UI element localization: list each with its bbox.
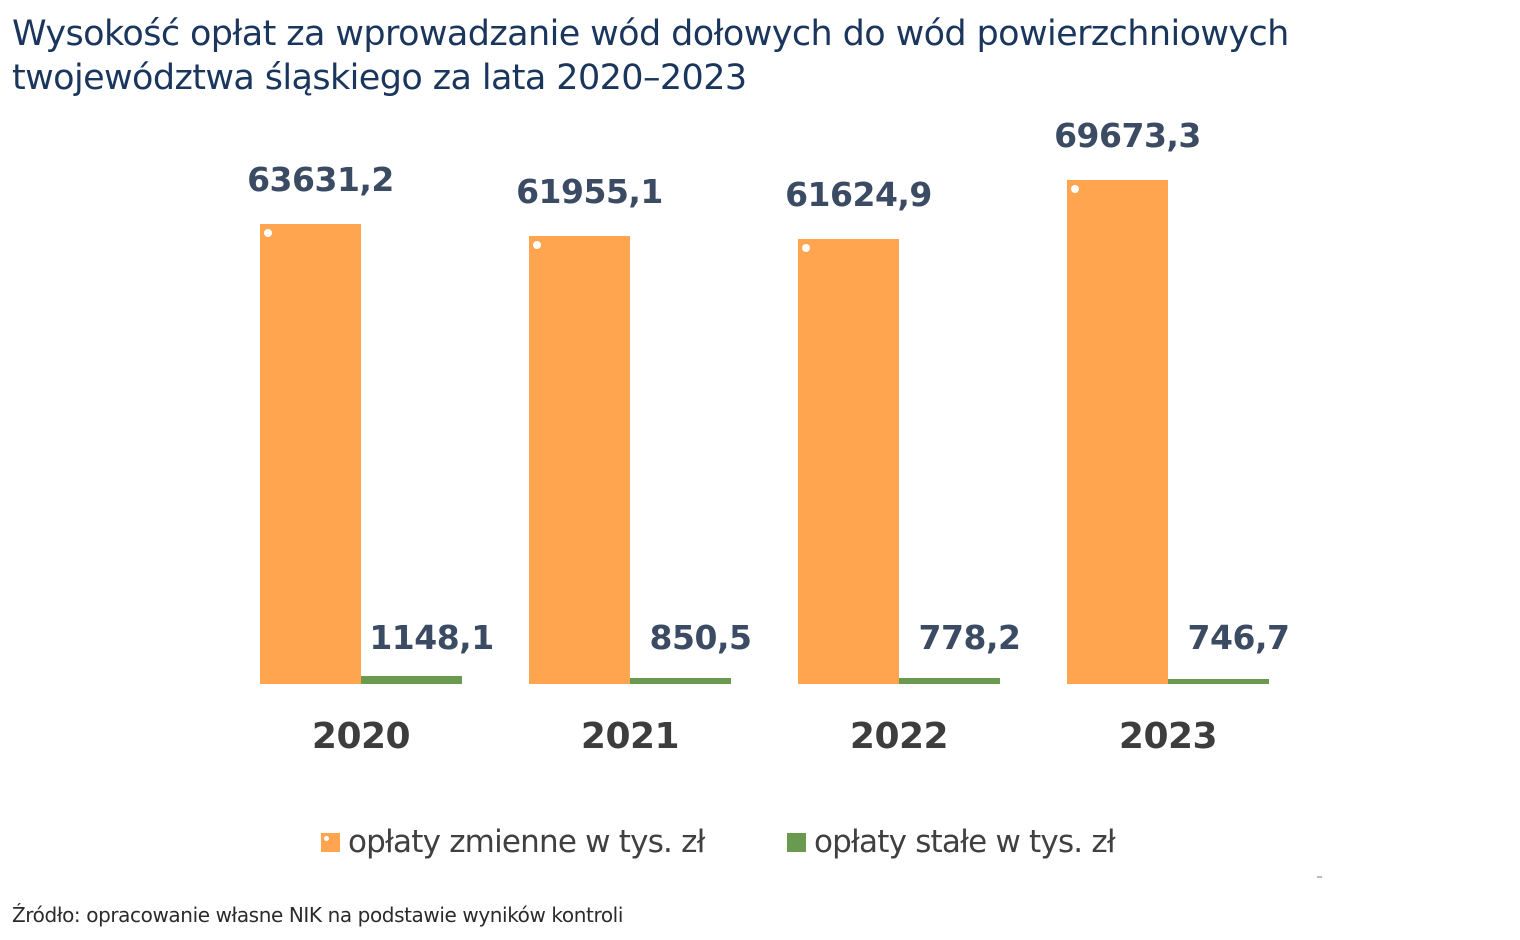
- category-label-2022: 2022: [849, 716, 949, 757]
- bar-variable-fees-2023: [1067, 180, 1168, 684]
- chart-legend: opłaty zmienne w tys. zł opłaty stałe w …: [0, 824, 1520, 864]
- bar-marker-dot: [1071, 185, 1079, 193]
- legend-swatch-green: [787, 832, 806, 852]
- bar-marker-dot: [802, 244, 810, 252]
- bar-variable-fees-2020: [260, 224, 361, 684]
- category-label-2020: 2020: [311, 716, 411, 757]
- value-label: 69673,3: [1054, 116, 1201, 155]
- chart-title: Wysokość opłat za wprowadzanie wód dołow…: [12, 12, 1289, 100]
- legend-label: opłaty stałe w tys. zł: [814, 824, 1116, 860]
- value-label: 1148,1: [369, 618, 494, 657]
- bar-marker-dot: [264, 229, 272, 237]
- legend-item-variable-fees: opłaty zmienne w tys. zł: [321, 824, 705, 860]
- source-note: Źródło: opracowanie własne NIK na podsta…: [12, 903, 623, 927]
- value-label: 61955,1: [516, 172, 663, 211]
- value-label: 63631,2: [247, 160, 394, 199]
- category-label-2021: 2021: [580, 716, 680, 757]
- chart-title-line-2: twojewództwa śląskiego za lata 2020–2023: [12, 58, 747, 98]
- legend-label: opłaty zmienne w tys. zł: [348, 824, 705, 860]
- value-label: 778,2: [918, 618, 1021, 657]
- bar-variable-fees-2021: [529, 236, 630, 684]
- bar-marker-dot: [533, 241, 541, 249]
- legend-item-fixed-fees: opłaty stałe w tys. zł: [787, 824, 1116, 860]
- bar-chart-plot: 63631,2 1148,1 2020 61955,1 850,5 2021 61624,9…: [247, 116, 1290, 757]
- bar-fixed-fees-2020: [361, 676, 462, 684]
- bar-variable-fees-2022: [798, 239, 899, 684]
- bar-fixed-fees-2023: [1168, 679, 1269, 684]
- value-label: 746,7: [1187, 618, 1290, 657]
- category-label-2023: 2023: [1118, 716, 1218, 757]
- chart-title-line-1: Wysokość opłat za wprowadzanie wód dołow…: [12, 14, 1289, 54]
- bar-fixed-fees-2021: [630, 678, 731, 684]
- legend-swatch-orange: [321, 832, 340, 852]
- bar-fixed-fees-2022: [899, 678, 1000, 684]
- decorative-mark: [1317, 876, 1322, 878]
- value-label: 61624,9: [785, 175, 932, 214]
- value-label: 850,5: [649, 618, 752, 657]
